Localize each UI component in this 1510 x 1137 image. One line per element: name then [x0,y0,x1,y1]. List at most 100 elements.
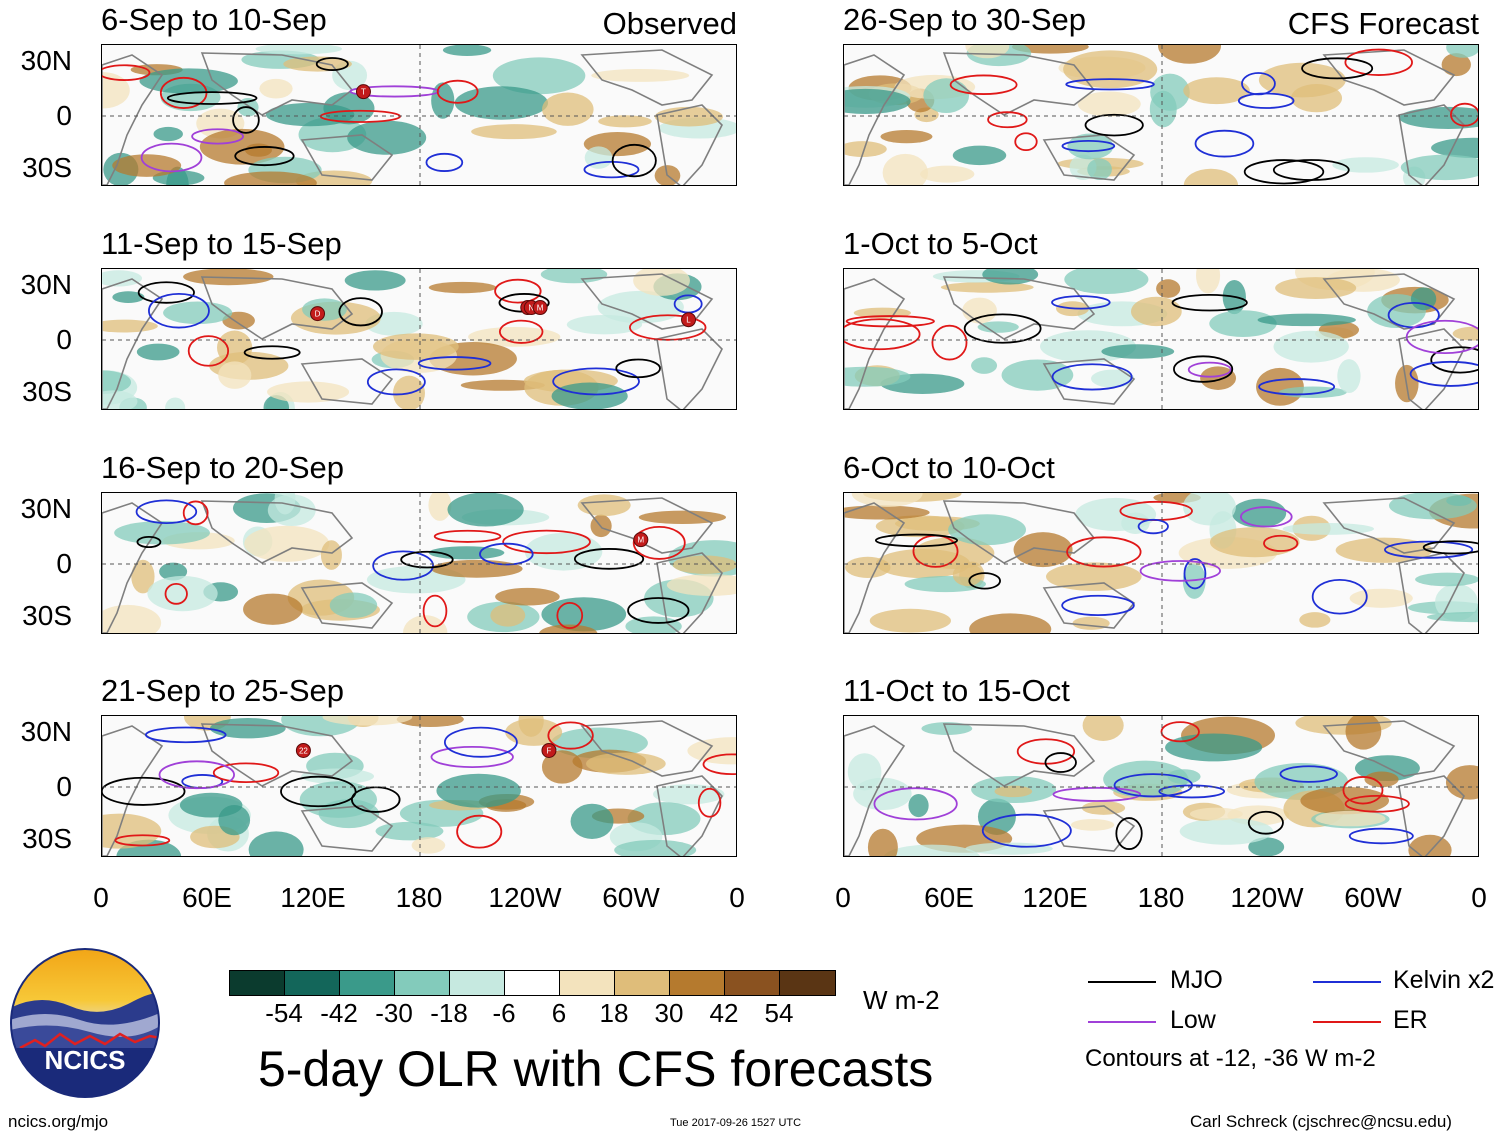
contour-line [1344,48,1413,76]
contour-line [1052,786,1142,802]
contour-line [611,143,657,178]
longitude-label: 60E [182,882,232,913]
storm-marker: F [541,742,557,758]
olr-anomaly-shade [163,301,233,325]
contour-line [632,525,686,560]
olr-anomaly-shade [1077,91,1141,117]
contour-line [1241,72,1276,96]
olr-anomaly-shade [442,45,492,56]
olr-anomaly-shade [982,269,1039,285]
colorbar-units: W m-2 [863,985,940,1015]
olr-anomaly-shade [1183,77,1250,105]
continent-outline [102,54,164,185]
olr-anomaly-shade [591,68,690,82]
olr-anomaly-shade [625,616,682,633]
panel-date-range: 26-Sep to 30-Sep [843,2,1087,37]
continent-outline [656,775,723,856]
olr-anomaly-shade [1415,572,1478,587]
continent-outline [580,497,714,554]
latitude-label: 0 [56,100,72,131]
olr-map [844,45,1478,185]
panel-date-range: 1-Oct to 5-Oct [843,226,1038,261]
olr-anomaly-shade [869,608,951,633]
contour-line [1061,594,1135,617]
longitude-label: 60W [1344,882,1402,913]
contour-line [136,535,162,549]
observed-panel: 16-Sep to 20-Sep M [101,452,737,634]
olr-anomaly-shade [965,842,1053,855]
continent-outline [942,52,1096,116]
olr-anomaly-shade [245,143,272,157]
continent-outline [300,134,394,181]
storm-marker-label: N [528,304,534,313]
footer-credit: Carl Schreck (cjschrec@ncsu.edu) [1190,1112,1452,1131]
olr-anomaly-shade [1087,158,1112,181]
colorbar-tick-label: -6 [492,998,516,1028]
contour-line [931,324,968,361]
olr-anomaly-shade [179,792,243,818]
olr-anomaly-shade [952,563,983,587]
contour-line [845,315,935,328]
olr-anomaly-shade [403,615,448,633]
contour-line [1115,817,1143,850]
continent-outline [942,723,1096,787]
continent-outline [1042,358,1136,405]
olr-anomaly-shade [301,768,375,785]
olr-anomaly-shade [495,587,560,606]
contour-line [502,529,591,555]
continent-outline [300,358,394,405]
colorbar-swatch [560,971,615,995]
olr-anomaly-shade [1067,133,1114,160]
olr-map: DONML [102,269,736,409]
olr-anomaly-shade [320,540,342,570]
footer-url[interactable]: ncics.org/mjo [8,1112,109,1131]
colorbar-swatch [780,971,835,995]
olr-map [844,269,1478,409]
contour-line [1384,540,1474,559]
contour-line [615,358,661,379]
legend-er-line [1313,1021,1381,1023]
panel-source-label: Observed [602,6,737,41]
colorbar-swatch [670,971,725,995]
olr-anomaly-shade [1273,330,1349,363]
contour-line [315,57,349,71]
olr-anomaly-shade [598,115,652,128]
olr-anomaly-shade [1075,497,1157,532]
contour-line [456,814,503,849]
olr-anomaly-shade [977,321,1019,333]
storm-marker: L [681,312,697,328]
olr-anomaly-shade [255,45,343,55]
contour-line [844,318,921,351]
continent-outline [844,54,906,185]
contour-line [1342,776,1384,805]
continent-outline [580,720,714,777]
contour-line [1171,293,1248,312]
olr-anomaly-shade [139,68,238,94]
contour-line [1139,560,1221,582]
olr-anomaly-shade [299,781,377,818]
olr-anomaly-shade [131,559,155,594]
olr-anomaly-shade [1446,45,1478,58]
olr-anomaly-shade [114,521,210,545]
olr-anomaly-shade [102,813,162,849]
olr-anomaly-shade [880,130,933,144]
olr-anomaly-shade [851,493,923,507]
longitude-label: 60W [602,882,660,913]
colorbar-swatch [725,971,780,995]
olr-anomaly-shade [672,555,736,574]
continent-outline [942,276,1096,340]
longitude-label: 120E [280,882,346,913]
olr-anomaly-shade [566,315,643,335]
colorbar-swatch [505,971,560,995]
continent-outline [200,276,354,340]
colorbar-swatch [450,971,505,995]
continent-outline [300,805,394,852]
contour-line [137,281,195,304]
continent-outline [200,52,354,116]
olr-anomaly-shade [845,556,891,578]
contour-line [1279,765,1338,783]
contour-line [498,319,544,344]
continent-outline [1322,720,1456,777]
olr-anomaly-shade [920,165,975,183]
olr-anomaly-shade [977,798,1016,836]
